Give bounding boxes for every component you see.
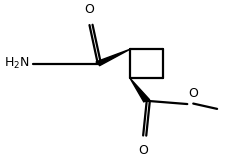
Polygon shape [96,49,130,66]
Text: H$_2$N: H$_2$N [4,56,30,71]
Text: O: O [138,144,148,157]
Text: O: O [188,87,198,100]
Polygon shape [130,78,150,102]
Text: O: O [84,3,94,16]
